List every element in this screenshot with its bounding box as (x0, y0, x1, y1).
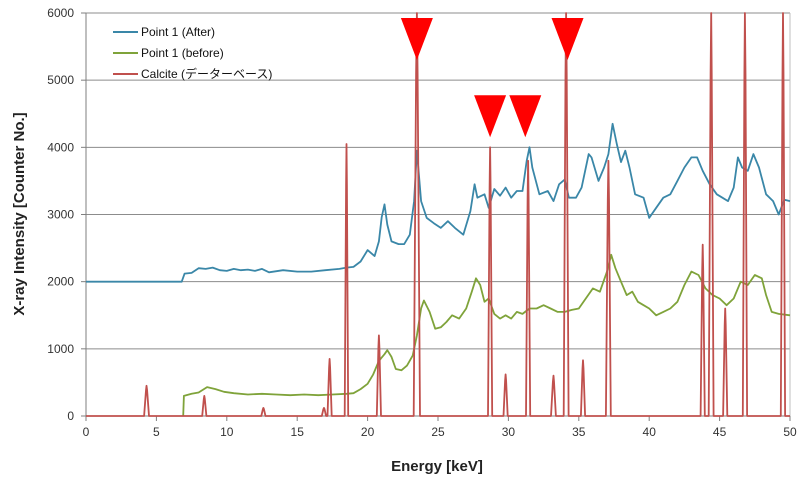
legend-label: Point 1 (After) (141, 25, 215, 39)
y-tick-label: 1000 (47, 342, 74, 356)
x-tick-label: 45 (713, 425, 727, 439)
x-tick-label: 25 (431, 425, 445, 439)
y-tick-label: 2000 (47, 275, 74, 289)
red-triangle-marker-icon (551, 18, 584, 61)
x-tick-label: 35 (572, 425, 586, 439)
legend-label: Point 1 (before) (141, 46, 224, 60)
legend: Point 1 (After) Point 1 (before) Calcite (… (113, 25, 272, 81)
series-line-point-1-before (182, 253, 791, 417)
red-triangle-marker-icon (400, 18, 433, 61)
red-triangle-marker-icon (474, 95, 507, 138)
x-tick-label: 15 (291, 425, 305, 439)
x-tick-label: 30 (502, 425, 516, 439)
red-triangle-marker-icon (509, 95, 542, 138)
series-group (86, 12, 791, 417)
series-line-point-1-after (86, 122, 791, 283)
series-line-calcite (86, 12, 790, 417)
x-tick-label: 40 (643, 425, 657, 439)
x-tick-label: 10 (220, 425, 234, 439)
annotation-markers (400, 18, 584, 138)
y-tick-label: 4000 (47, 140, 74, 154)
y-axis-title: X-ray Intensity [Counter No.] (11, 112, 28, 315)
legend-label: Calcite (データーベース) (141, 66, 272, 81)
y-tick-label: 5000 (47, 73, 74, 87)
x-tick-label: 0 (83, 425, 90, 439)
x-tick-label: 5 (153, 425, 160, 439)
tick-labels: 0 1000 2000 3000 4000 5000 6000 0 5 10 15 20 25 30 35 4… (47, 6, 797, 439)
y-tick-label: 6000 (47, 6, 74, 20)
y-tick-label: 3000 (47, 208, 74, 222)
x-axis-title: Energy [keV] (391, 458, 483, 475)
y-tick-label: 0 (67, 409, 74, 423)
x-tick-label: 20 (361, 425, 375, 439)
x-tick-label: 50 (783, 425, 797, 439)
gridlines (86, 12, 790, 350)
